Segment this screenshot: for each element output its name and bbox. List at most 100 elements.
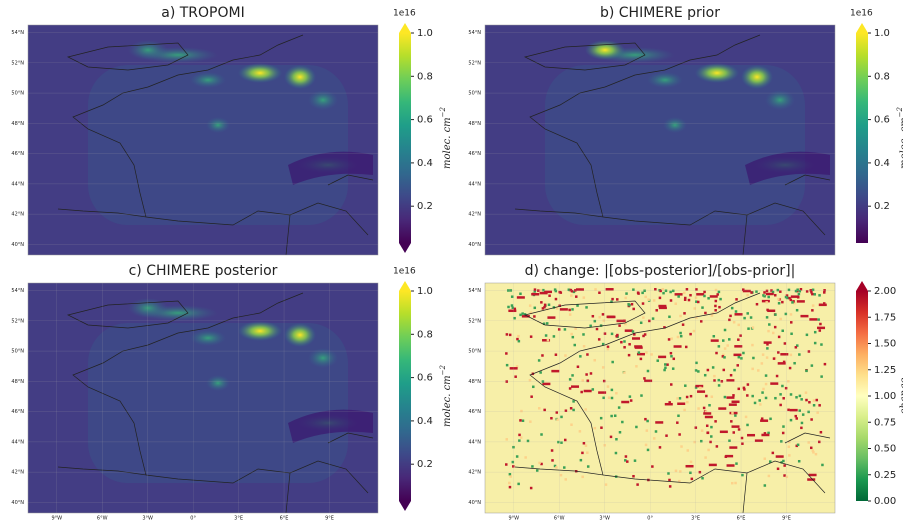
pixel <box>604 483 608 486</box>
pixel <box>599 416 603 420</box>
pixel <box>538 461 541 465</box>
pixel <box>586 451 589 454</box>
pixel <box>541 307 545 310</box>
pixel <box>788 440 791 444</box>
emission-area <box>308 90 338 110</box>
pixel <box>585 306 588 309</box>
pixel <box>763 341 772 344</box>
pixel <box>564 409 568 412</box>
pixel <box>517 334 520 338</box>
pixel <box>722 353 725 357</box>
pixel <box>723 395 727 399</box>
pixel <box>602 379 606 383</box>
pixel <box>690 477 694 481</box>
lon-label: 6°W <box>97 516 108 520</box>
pixel <box>564 478 567 481</box>
pixel <box>703 373 707 377</box>
pixel <box>729 373 733 377</box>
pixel <box>714 309 717 312</box>
pixel <box>760 419 769 422</box>
pixel <box>730 306 734 310</box>
pixel <box>664 366 667 369</box>
pixel <box>601 366 605 369</box>
pixel <box>782 459 785 463</box>
pixel <box>616 298 619 301</box>
pixel <box>746 394 749 397</box>
lon-label: 3°W <box>599 516 610 520</box>
pixel <box>542 322 546 326</box>
pixel <box>609 435 613 439</box>
colorbar <box>399 291 411 501</box>
pixel <box>693 440 696 444</box>
pixel <box>594 288 597 291</box>
pixel <box>767 329 770 333</box>
pixel <box>625 292 628 295</box>
pixel <box>537 407 541 410</box>
pixel <box>779 290 782 293</box>
pixel <box>674 469 678 473</box>
pixel <box>529 335 533 338</box>
lat-label: 50°N <box>11 91 24 97</box>
pixel <box>765 316 769 319</box>
pixel <box>726 464 735 467</box>
pixel <box>704 410 708 414</box>
lon-label: 9°W <box>508 516 519 520</box>
pixel <box>550 449 554 452</box>
pixel <box>551 459 554 462</box>
pixel <box>610 414 613 418</box>
pixel <box>558 290 561 294</box>
colorbar <box>856 291 868 501</box>
lat-label: 46°N <box>11 151 24 157</box>
pixel <box>776 288 780 292</box>
colorbar-tick-label: 0.50 <box>874 444 896 455</box>
pixel <box>623 346 626 349</box>
lon-label: 6°W <box>554 516 565 520</box>
colorbar-tick-label: 0.8 <box>417 71 433 82</box>
pixel <box>519 292 522 296</box>
pixel <box>662 291 665 295</box>
pixel <box>607 315 616 319</box>
pixel <box>593 358 596 362</box>
colorbar-tick-label: 0.4 <box>417 416 433 427</box>
pixel <box>668 401 671 404</box>
pixel <box>696 293 705 296</box>
panel: b) CHIMERE prior 54°N 52°N 50°N 48°N 46°N 44°N… <box>468 5 903 256</box>
map-content <box>485 283 835 513</box>
lat-label: 50°N <box>468 91 481 97</box>
pixel <box>786 296 789 300</box>
pixel <box>710 435 713 438</box>
emission-area <box>695 63 739 83</box>
pixel <box>539 371 542 374</box>
pixel <box>707 297 710 300</box>
pixel <box>741 442 744 445</box>
pixel <box>779 403 782 407</box>
pixel <box>618 324 621 327</box>
pixel <box>539 291 548 295</box>
emission-area <box>284 65 316 89</box>
pixel <box>521 419 525 422</box>
pixel <box>554 297 558 301</box>
pixel <box>586 465 590 468</box>
pixel <box>570 289 574 293</box>
pixel <box>546 338 550 342</box>
lat-label: 54°N <box>11 288 24 294</box>
pixel <box>710 314 714 317</box>
pixel <box>787 445 791 449</box>
colorbar-tick-label: 0.8 <box>417 329 433 340</box>
pixel <box>704 311 707 315</box>
pixel <box>761 353 765 356</box>
pixel <box>624 329 633 332</box>
emission-area <box>284 323 316 347</box>
pixel <box>800 314 809 318</box>
pixel <box>796 443 800 447</box>
colorbar-offset: 1e16 <box>393 267 416 277</box>
pixel <box>784 386 788 390</box>
pixel <box>684 345 688 349</box>
pixel <box>731 411 734 415</box>
map <box>484 24 836 256</box>
pixel <box>790 321 793 324</box>
pixel <box>694 369 698 372</box>
colorbar-tick-label: 0.6 <box>417 373 433 384</box>
pixel <box>732 431 736 434</box>
pixel <box>693 307 696 310</box>
